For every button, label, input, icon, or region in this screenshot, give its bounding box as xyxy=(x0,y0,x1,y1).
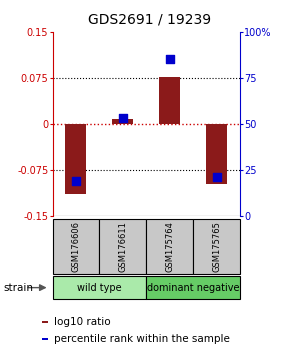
Text: GSM176611: GSM176611 xyxy=(118,222,127,272)
Text: log10 ratio: log10 ratio xyxy=(54,316,111,327)
Point xyxy=(74,178,78,184)
Bar xyxy=(112,119,134,124)
Point xyxy=(214,175,219,180)
Point xyxy=(120,115,125,121)
Text: wild type: wild type xyxy=(77,282,122,293)
Bar xyxy=(42,338,48,339)
Bar xyxy=(42,321,48,322)
Text: GSM176606: GSM176606 xyxy=(71,221,80,273)
Bar xyxy=(99,219,146,274)
Point xyxy=(167,57,172,62)
Bar xyxy=(65,124,86,194)
Text: GSM175764: GSM175764 xyxy=(165,222,174,272)
Bar xyxy=(193,219,240,274)
Text: percentile rank within the sample: percentile rank within the sample xyxy=(54,333,230,344)
Text: GDS2691 / 19239: GDS2691 / 19239 xyxy=(88,12,212,27)
Bar xyxy=(159,77,180,124)
Bar xyxy=(52,276,146,299)
Bar xyxy=(146,219,193,274)
Bar xyxy=(146,276,240,299)
Text: strain: strain xyxy=(3,282,33,293)
Text: GSM175765: GSM175765 xyxy=(212,222,221,272)
Bar xyxy=(52,219,99,274)
Text: dominant negative: dominant negative xyxy=(147,282,239,293)
Bar xyxy=(206,124,227,184)
